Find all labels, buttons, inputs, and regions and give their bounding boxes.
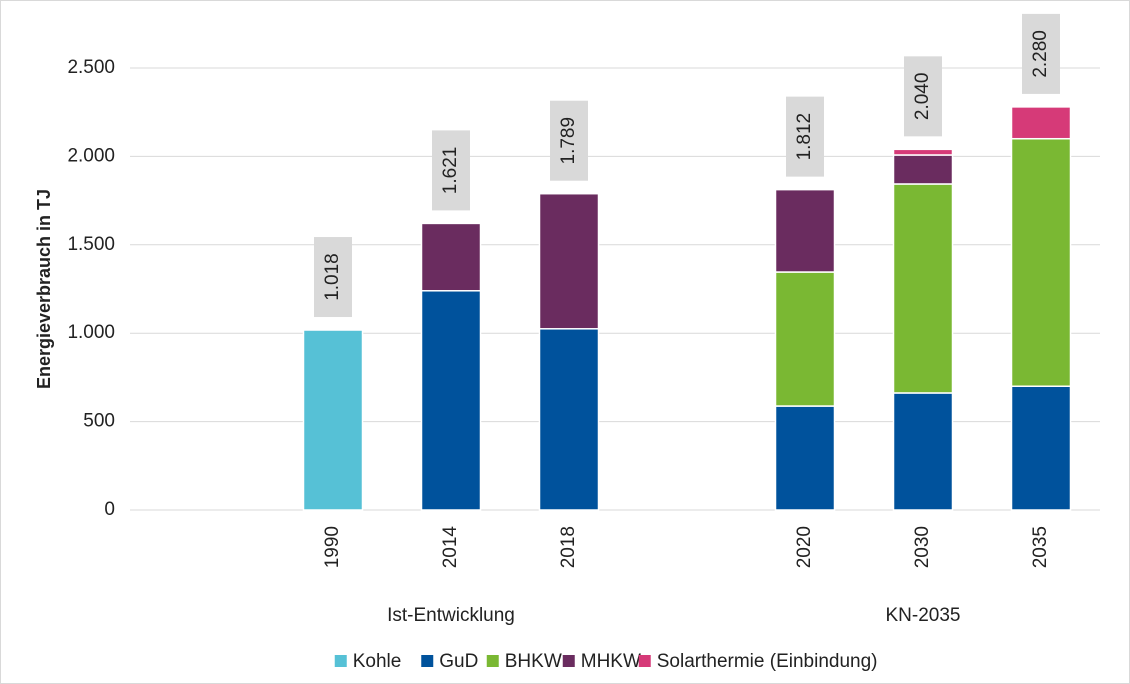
total-label: 1.789	[558, 117, 579, 165]
bar-segment	[302, 329, 364, 511]
bar-segment	[892, 183, 954, 394]
bar-segment	[538, 192, 600, 330]
group-label: Ist-Entwicklung	[387, 605, 515, 626]
bar-segment	[420, 222, 482, 292]
legend-swatch	[334, 655, 347, 667]
bar-segment	[892, 148, 954, 156]
bar-segment	[538, 328, 600, 511]
bar-segment	[774, 188, 836, 273]
bar-segment	[1010, 385, 1072, 511]
y-tick-label: 1.000	[67, 322, 115, 343]
legend-swatch	[638, 655, 651, 667]
bar-segment	[420, 290, 482, 511]
y-tick-label: 2.000	[67, 145, 115, 166]
bar-segment	[1010, 106, 1072, 140]
total-label-box	[786, 96, 824, 177]
legend-label: BHKW	[505, 651, 562, 672]
legend-label: GuD	[439, 651, 478, 672]
x-tick-label: 1990	[322, 526, 343, 568]
legend-swatch	[562, 655, 575, 667]
x-tick-label: 2018	[558, 526, 579, 568]
total-label-box	[1022, 13, 1060, 94]
bar-segment	[892, 392, 954, 511]
bar-segment	[774, 405, 836, 511]
total-label: 2.040	[912, 73, 933, 121]
y-tick-label: 1.500	[67, 234, 115, 255]
group-label: KN-2035	[886, 605, 961, 626]
bar-segment	[892, 154, 954, 185]
legend-swatch	[486, 655, 499, 667]
x-tick-label: 2014	[440, 526, 461, 569]
total-label-box	[314, 237, 352, 318]
legend-label: Solarthermie (Einbindung)	[657, 651, 878, 672]
total-label-box	[432, 130, 470, 211]
total-label-box	[550, 100, 588, 181]
bar-segment	[774, 271, 836, 407]
legend-label: MHKW	[581, 651, 641, 672]
total-label: 1.018	[322, 253, 343, 301]
y-tick-label: 500	[83, 411, 115, 432]
y-axis-label: Energieverbrauch in TJ	[34, 189, 54, 389]
y-tick-label: 0	[104, 499, 115, 520]
y-tick-label: 2.500	[67, 57, 115, 78]
x-tick-label: 2020	[794, 526, 815, 568]
legend-swatch	[421, 655, 434, 667]
legend-label: Kohle	[353, 651, 402, 672]
x-tick-label: 2035	[1030, 526, 1051, 568]
total-label: 1.621	[440, 147, 461, 195]
total-label: 2.280	[1030, 30, 1051, 78]
bar-segment	[1010, 137, 1072, 387]
total-label-box	[904, 56, 942, 137]
total-label: 1.812	[794, 113, 815, 161]
x-tick-label: 2030	[912, 526, 933, 568]
